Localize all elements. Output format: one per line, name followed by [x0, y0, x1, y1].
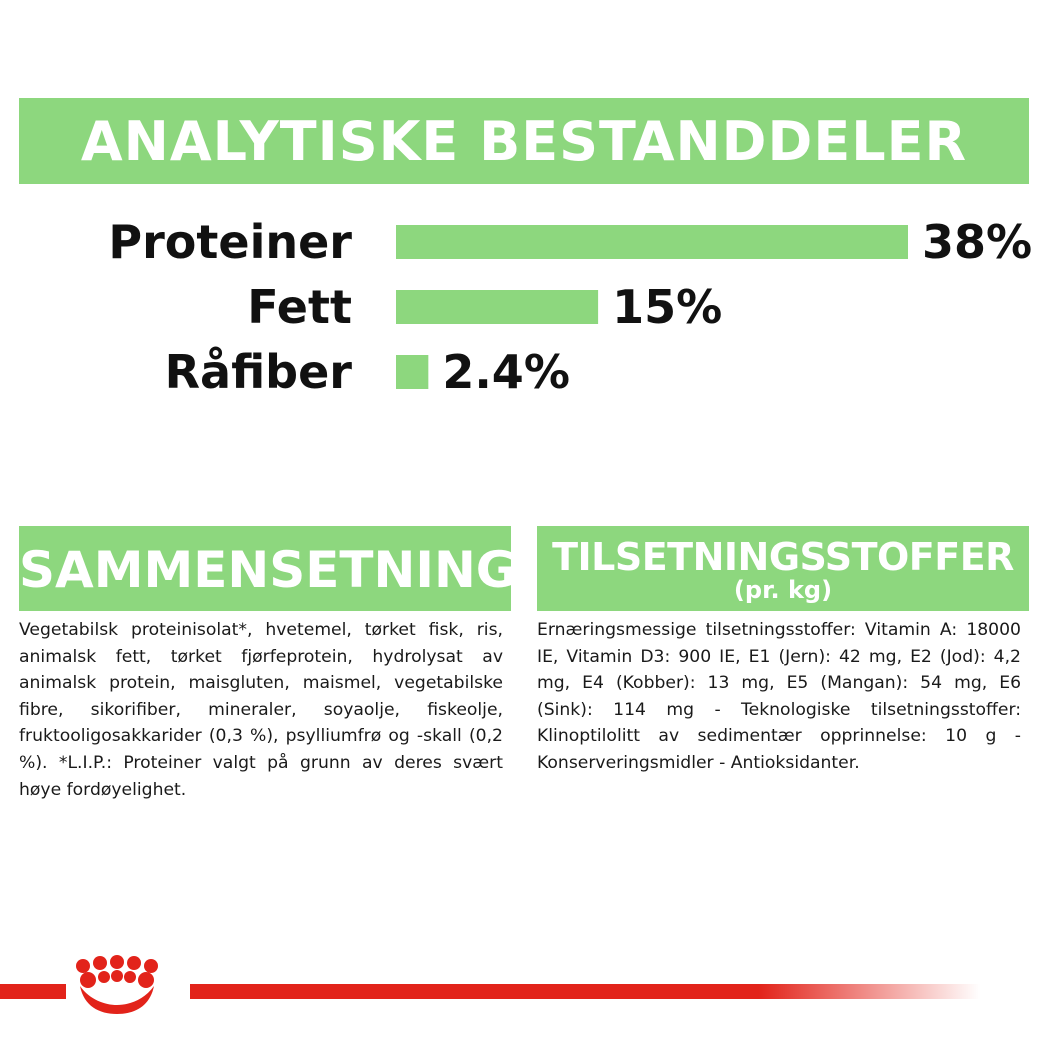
bar-value-label: 38% — [922, 215, 1032, 269]
bar-value-label: 15% — [612, 280, 722, 334]
bar-label: Fett — [247, 280, 352, 334]
composition-text: Vegetabilsk proteinisolat*, hvetemel, tø… — [19, 620, 503, 800]
bar-label: Proteiner — [108, 215, 352, 269]
composition-title: SAMMENSETNING — [19, 541, 517, 599]
bar — [396, 225, 908, 259]
nutrient-bar-chart: Proteiner 38% Fett 15% Råfiber 2.4% — [108, 215, 1032, 399]
bar-label: Råfiber — [165, 345, 353, 399]
bar — [396, 355, 429, 389]
footer-red-line-right — [190, 984, 980, 999]
footer-red-line-left — [0, 984, 66, 999]
additives-banner: TILSETNINGSSTOFFER (pr. kg) — [537, 526, 1029, 611]
footer-brand-strip — [0, 955, 980, 1014]
bar — [396, 290, 599, 324]
composition-banner: SAMMENSETNING — [19, 526, 517, 611]
additives-text: Ernæringsmessige tilsetningsstoffer: Vit… — [537, 620, 1021, 773]
page-title: ANALYTISKE BESTANDDELER — [80, 110, 968, 173]
title-banner: ANALYTISKE BESTANDDELER — [19, 98, 1029, 184]
royal-canin-crown-logo-icon — [76, 955, 158, 1014]
bar-value-label: 2.4% — [442, 345, 570, 399]
additives-subtitle: (pr. kg) — [733, 576, 833, 604]
additives-title: TILSETNINGSSTOFFER — [552, 535, 1014, 579]
